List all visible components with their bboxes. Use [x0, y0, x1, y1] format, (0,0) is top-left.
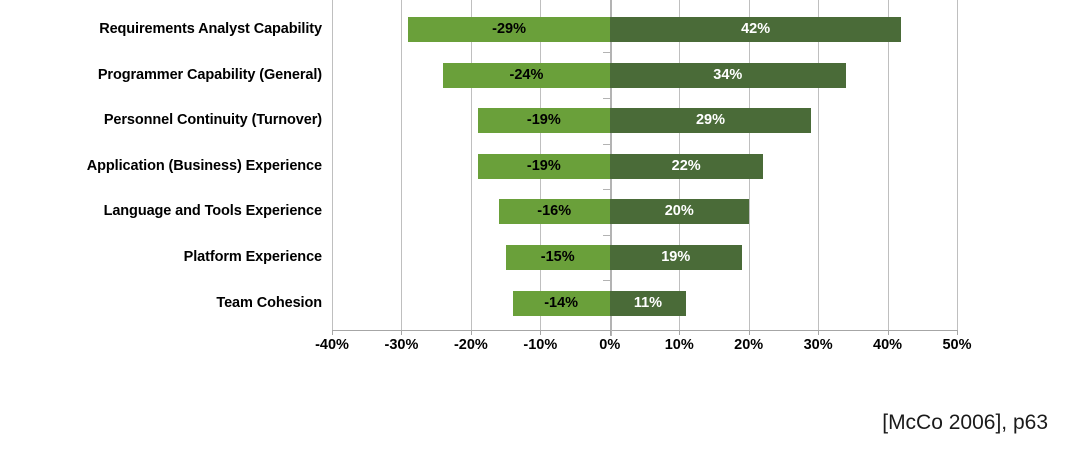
- category-tick-mark: [602, 98, 610, 99]
- bar-value-label-negative: -15%: [540, 249, 575, 265]
- category-tick-mark: [602, 52, 610, 53]
- bar-value-label-positive: 11%: [633, 294, 663, 311]
- x-axis-tick-mark-zero: [610, 330, 611, 335]
- bar-negative: [477, 108, 610, 134]
- x-axis-tick-label: -10%: [523, 337, 558, 353]
- x-axis-tick-mark: [888, 330, 889, 335]
- x-axis-tick-label: -40%: [315, 337, 349, 353]
- category-tick-mark: [602, 235, 610, 236]
- category-label: Platform Experience: [183, 249, 322, 265]
- x-axis-tick-labels: -40% -30% -20% -10% 0% 10% 20% 30% 40% 50%: [315, 337, 971, 359]
- x-axis-tick-label: 20%: [734, 337, 764, 353]
- gridline: [818, 0, 819, 330]
- x-axis-tick-mark: [818, 330, 819, 335]
- x-axis-tick-label: 50%: [942, 337, 972, 353]
- category-tick-mark: [602, 189, 610, 190]
- gridline: [888, 0, 889, 330]
- x-axis-tick-mark: [540, 330, 541, 335]
- plot-area: -29% 42% -24% 34% -19% 29% -19% 22% -16% 20% -15% 1…: [332, 0, 958, 336]
- bar-value-label-negative: -16%: [537, 203, 572, 220]
- x-axis-tick-mark: [401, 330, 402, 335]
- category-label: Requirements Analyst Capability: [99, 21, 322, 37]
- x-axis-tick-label: 10%: [664, 337, 694, 353]
- bar-value-label-positive: 34%: [713, 66, 743, 83]
- bar-negative: [498, 199, 610, 225]
- bar-positive: [609, 108, 812, 134]
- bar-value-label-positive: 19%: [661, 249, 691, 265]
- category-tick-mark: [602, 144, 610, 145]
- x-axis-tick-mark: [749, 330, 750, 335]
- x-axis-tick-mark: [957, 330, 958, 335]
- x-axis-tick-label: 40%: [873, 337, 903, 353]
- x-axis-tick-label: -20%: [453, 337, 488, 353]
- gridline: [471, 0, 472, 330]
- category-label: Team Cohesion: [216, 294, 322, 311]
- gridline: [401, 0, 402, 330]
- bar-value-label-negative: -24%: [509, 66, 544, 83]
- category-label: Personnel Continuity (Turnover): [103, 112, 322, 129]
- x-axis-tick-mark: [471, 330, 472, 335]
- bar-value-label-positive: 29%: [695, 112, 725, 129]
- category-axis-labels: Requirements Analyst Capability Programme…: [0, 0, 322, 330]
- bar-value-label-negative: -19%: [526, 157, 561, 174]
- category-label: Programmer Capability (General): [97, 66, 322, 83]
- category-tick-mark: [602, 280, 610, 281]
- bar-negative: [512, 290, 610, 316]
- gridline: [332, 0, 333, 330]
- bar-positive: [609, 290, 687, 316]
- x-axis-line: [332, 330, 957, 331]
- bar-value-label-negative: -14%: [544, 294, 579, 311]
- x-axis-tick-mark: [679, 330, 680, 335]
- bar-value-label-negative: -19%: [526, 112, 561, 129]
- bar-positive: [609, 17, 902, 42]
- bar-value-label-positive: 22%: [671, 157, 701, 174]
- bar-positive: [609, 245, 742, 270]
- bar-value-label-negative: -29%: [492, 21, 526, 37]
- category-label: Language and Tools Experience: [103, 203, 323, 220]
- bar-negative: [443, 62, 610, 88]
- gridline: [957, 0, 958, 330]
- category-label: Application (Business) Experience: [86, 157, 322, 174]
- x-axis-tick-mark: [332, 330, 333, 335]
- x-axis-tick-label: -30%: [384, 337, 419, 353]
- bar-negative: [477, 153, 610, 179]
- bar-value-label-positive: 20%: [664, 203, 694, 220]
- bar-value-label-positive: 42%: [741, 21, 771, 37]
- bar-positive: [609, 199, 749, 225]
- source-citation: [McCo 2006], p63: [882, 411, 1048, 434]
- x-axis-tick-label: 0%: [599, 337, 621, 353]
- bar-negative: [408, 17, 610, 42]
- bar-positive: [609, 62, 846, 88]
- x-axis-tick-label: 30%: [803, 337, 833, 353]
- bar-positive: [609, 153, 763, 179]
- bar-negative: [505, 245, 610, 270]
